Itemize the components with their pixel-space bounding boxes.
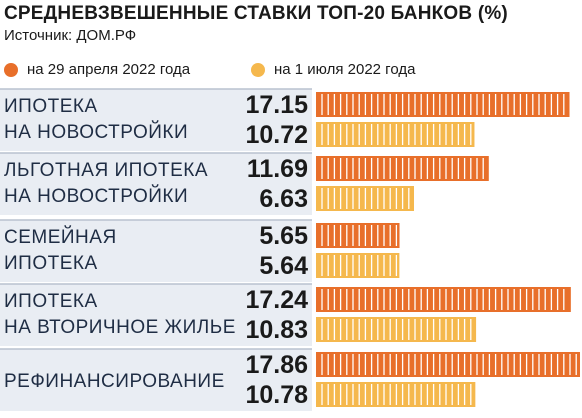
category-label: ИПОТЕКА <box>4 291 98 312</box>
row-band <box>0 220 312 282</box>
bar <box>316 287 571 312</box>
bar <box>316 92 570 117</box>
row-band <box>0 284 312 346</box>
legend-item-series-1: на 29 апреля 2022 года <box>4 61 190 78</box>
chart-title: СРЕДНЕВЗВЕШЕННЫЕ СТАВКИ ТОП-20 БАНКОВ (%… <box>4 3 508 24</box>
category-label: НА НОВОСТРОЙКИ <box>4 185 188 207</box>
value-label: 17.15 <box>245 91 308 119</box>
row-band <box>0 153 312 215</box>
value-label: 10.72 <box>245 121 308 149</box>
legend-item-series-2: на 1 июля 2022 года <box>251 61 415 78</box>
value-label: 11.69 <box>247 155 308 183</box>
category-label: РЕФИНАНСИРОВАНИЕ <box>4 371 225 392</box>
value-label: 5.65 <box>259 222 308 250</box>
bar <box>316 352 580 377</box>
source-note: Источник: ДОМ.РФ <box>4 27 137 44</box>
category-label: ИПОТЕКА <box>4 96 98 117</box>
value-label: 10.78 <box>245 381 308 409</box>
bar <box>316 253 400 278</box>
bar <box>316 223 400 248</box>
value-label: 6.63 <box>259 185 308 213</box>
category-label: НА НОВОСТРОЙКИ <box>4 121 188 143</box>
value-label: 5.64 <box>259 252 308 280</box>
legend-label-series-2: на 1 июля 2022 года <box>274 61 416 78</box>
legend-label-series-1: на 29 апреля 2022 года <box>27 61 191 78</box>
value-label: 17.24 <box>245 286 308 314</box>
legend-marker-series-1 <box>4 62 18 77</box>
row-band <box>0 349 312 411</box>
category-label: ЛЬГОТНАЯ ИПОТЕКА <box>4 160 208 181</box>
legend-marker-series-2 <box>251 62 265 77</box>
bar <box>316 382 476 407</box>
category-label: ИПОТЕКА <box>4 253 98 274</box>
row-band <box>0 89 312 151</box>
value-label: 17.86 <box>245 351 308 379</box>
value-label: 10.83 <box>245 316 308 344</box>
category-label: СЕМЕЙНАЯ <box>4 226 117 248</box>
bar <box>316 122 475 147</box>
category-label: НА ВТОРИЧНОЕ ЖИЛЬЕ <box>4 317 236 338</box>
